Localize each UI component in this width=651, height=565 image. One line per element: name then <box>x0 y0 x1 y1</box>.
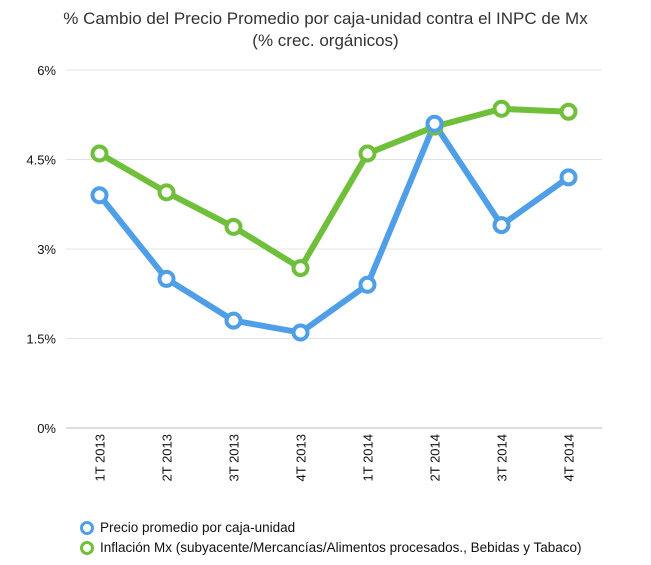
x-tick-label: 1T 2014 <box>361 434 376 481</box>
data-point-s1-6 <box>492 99 511 118</box>
y-tick-label: 4.5% <box>26 153 56 168</box>
x-tick-label: 4T 2013 <box>294 434 309 481</box>
series-line-1 <box>96 105 572 272</box>
chart-title: % Cambio del Precio Promedio por caja-un… <box>63 9 588 28</box>
chart-subtitle: (% crec. orgánicos) <box>252 31 399 50</box>
x-tick-label: 3T 2013 <box>227 434 242 481</box>
line-chart: 0% 1.5% 3% 4.5% 6% 1T 2013 2T 2013 3T 2013 4T 20… <box>26 63 602 481</box>
x-tick-label: 2T 2013 <box>160 434 175 481</box>
legend-label-precio: Precio promedio por caja-unidad <box>100 520 296 535</box>
series-line-0 <box>96 120 572 336</box>
x-tick-label: 4T 2014 <box>562 434 577 481</box>
legend-marker-inflacion <box>80 541 94 555</box>
y-tick-label: 0% <box>37 421 56 436</box>
data-point-s1-7 <box>559 102 578 121</box>
x-tick-label: 2T 2014 <box>428 434 443 481</box>
legend-item-inflacion: Inflación Mx (subyacente/Mercancías/Alim… <box>80 538 582 558</box>
legend-label-inflacion: Inflación Mx (subyacente/Mercancías/Alim… <box>100 540 582 555</box>
data-point-s1-2 <box>224 217 243 236</box>
x-tick-label: 3T 2014 <box>495 434 510 481</box>
data-point-s1-4 <box>358 144 377 163</box>
legend-marker-precio <box>80 521 94 535</box>
data-point-s0-1 <box>157 269 176 288</box>
data-point-s0-2 <box>224 311 243 330</box>
data-point-s0-6 <box>492 216 511 235</box>
data-point-s1-3 <box>291 259 310 278</box>
x-tick-label: 1T 2013 <box>93 434 108 481</box>
data-point-s1-0 <box>90 144 109 163</box>
y-tick-label: 6% <box>37 63 56 78</box>
legend: Precio promedio por caja-unidad Inflació… <box>80 518 582 558</box>
data-point-s0-0 <box>90 186 109 205</box>
legend-item-precio: Precio promedio por caja-unidad <box>80 518 582 538</box>
data-point-s0-5 <box>425 114 444 133</box>
y-tick-label: 1.5% <box>26 332 56 347</box>
data-point-s0-7 <box>559 168 578 187</box>
data-point-s0-4 <box>358 275 377 294</box>
data-point-s1-1 <box>157 183 176 202</box>
y-tick-label: 3% <box>37 242 56 257</box>
data-point-s0-3 <box>291 323 310 342</box>
chart-title-block: % Cambio del Precio Promedio por caja-un… <box>0 8 651 52</box>
